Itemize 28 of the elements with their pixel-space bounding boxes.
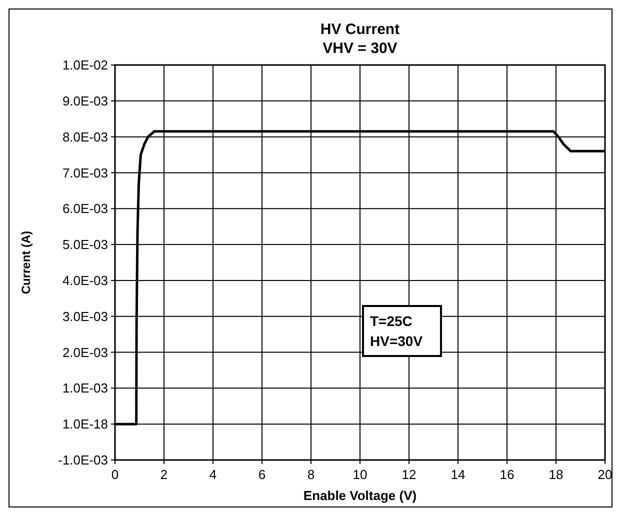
chart-title: HV Current (320, 21, 400, 38)
x-tick-label: 4 (209, 467, 217, 482)
x-tick-label: 8 (307, 467, 315, 482)
y-tick-label: 8.0E-03 (62, 129, 108, 144)
y-tick-label: 7.0E-03 (62, 165, 108, 180)
annotation: T=25C HV=30V (370, 313, 424, 349)
y-tick-label: 5.0E-03 (62, 237, 108, 252)
y-tick-label: 1.0E-02 (62, 58, 108, 73)
x-tick-label: 0 (111, 467, 119, 482)
y-tick-label: 6.0E-03 (62, 201, 108, 216)
y-tick-label: 4.0E-03 (62, 273, 108, 288)
y-axis-title: Current (A) (19, 230, 33, 294)
x-tick-label: 16 (500, 467, 514, 482)
x-tick-label: 20 (598, 467, 612, 482)
x-tick-label: 6 (258, 467, 266, 482)
chart-subtitle: VHV = 30V (322, 40, 398, 57)
x-tick-label: 12 (402, 467, 416, 482)
x-tick-label: 18 (548, 467, 564, 482)
y-tick-label: -1.0E-03 (58, 452, 108, 468)
x-axis-title: Enable Voltage (V) (303, 488, 417, 503)
x-tick-label: 10 (352, 467, 368, 482)
y-tick-label: 9.0E-03 (62, 93, 108, 108)
y-tick-label: 2.0E-03 (62, 344, 108, 360)
y-tick-label: 1.0E-18 (62, 416, 108, 432)
x-tick-label: 2 (160, 467, 168, 482)
y-tick-label: 3.0E-03 (62, 308, 108, 324)
y-tick-label: 1.0E-03 (62, 380, 108, 396)
x-tick-label: 14 (450, 467, 466, 482)
